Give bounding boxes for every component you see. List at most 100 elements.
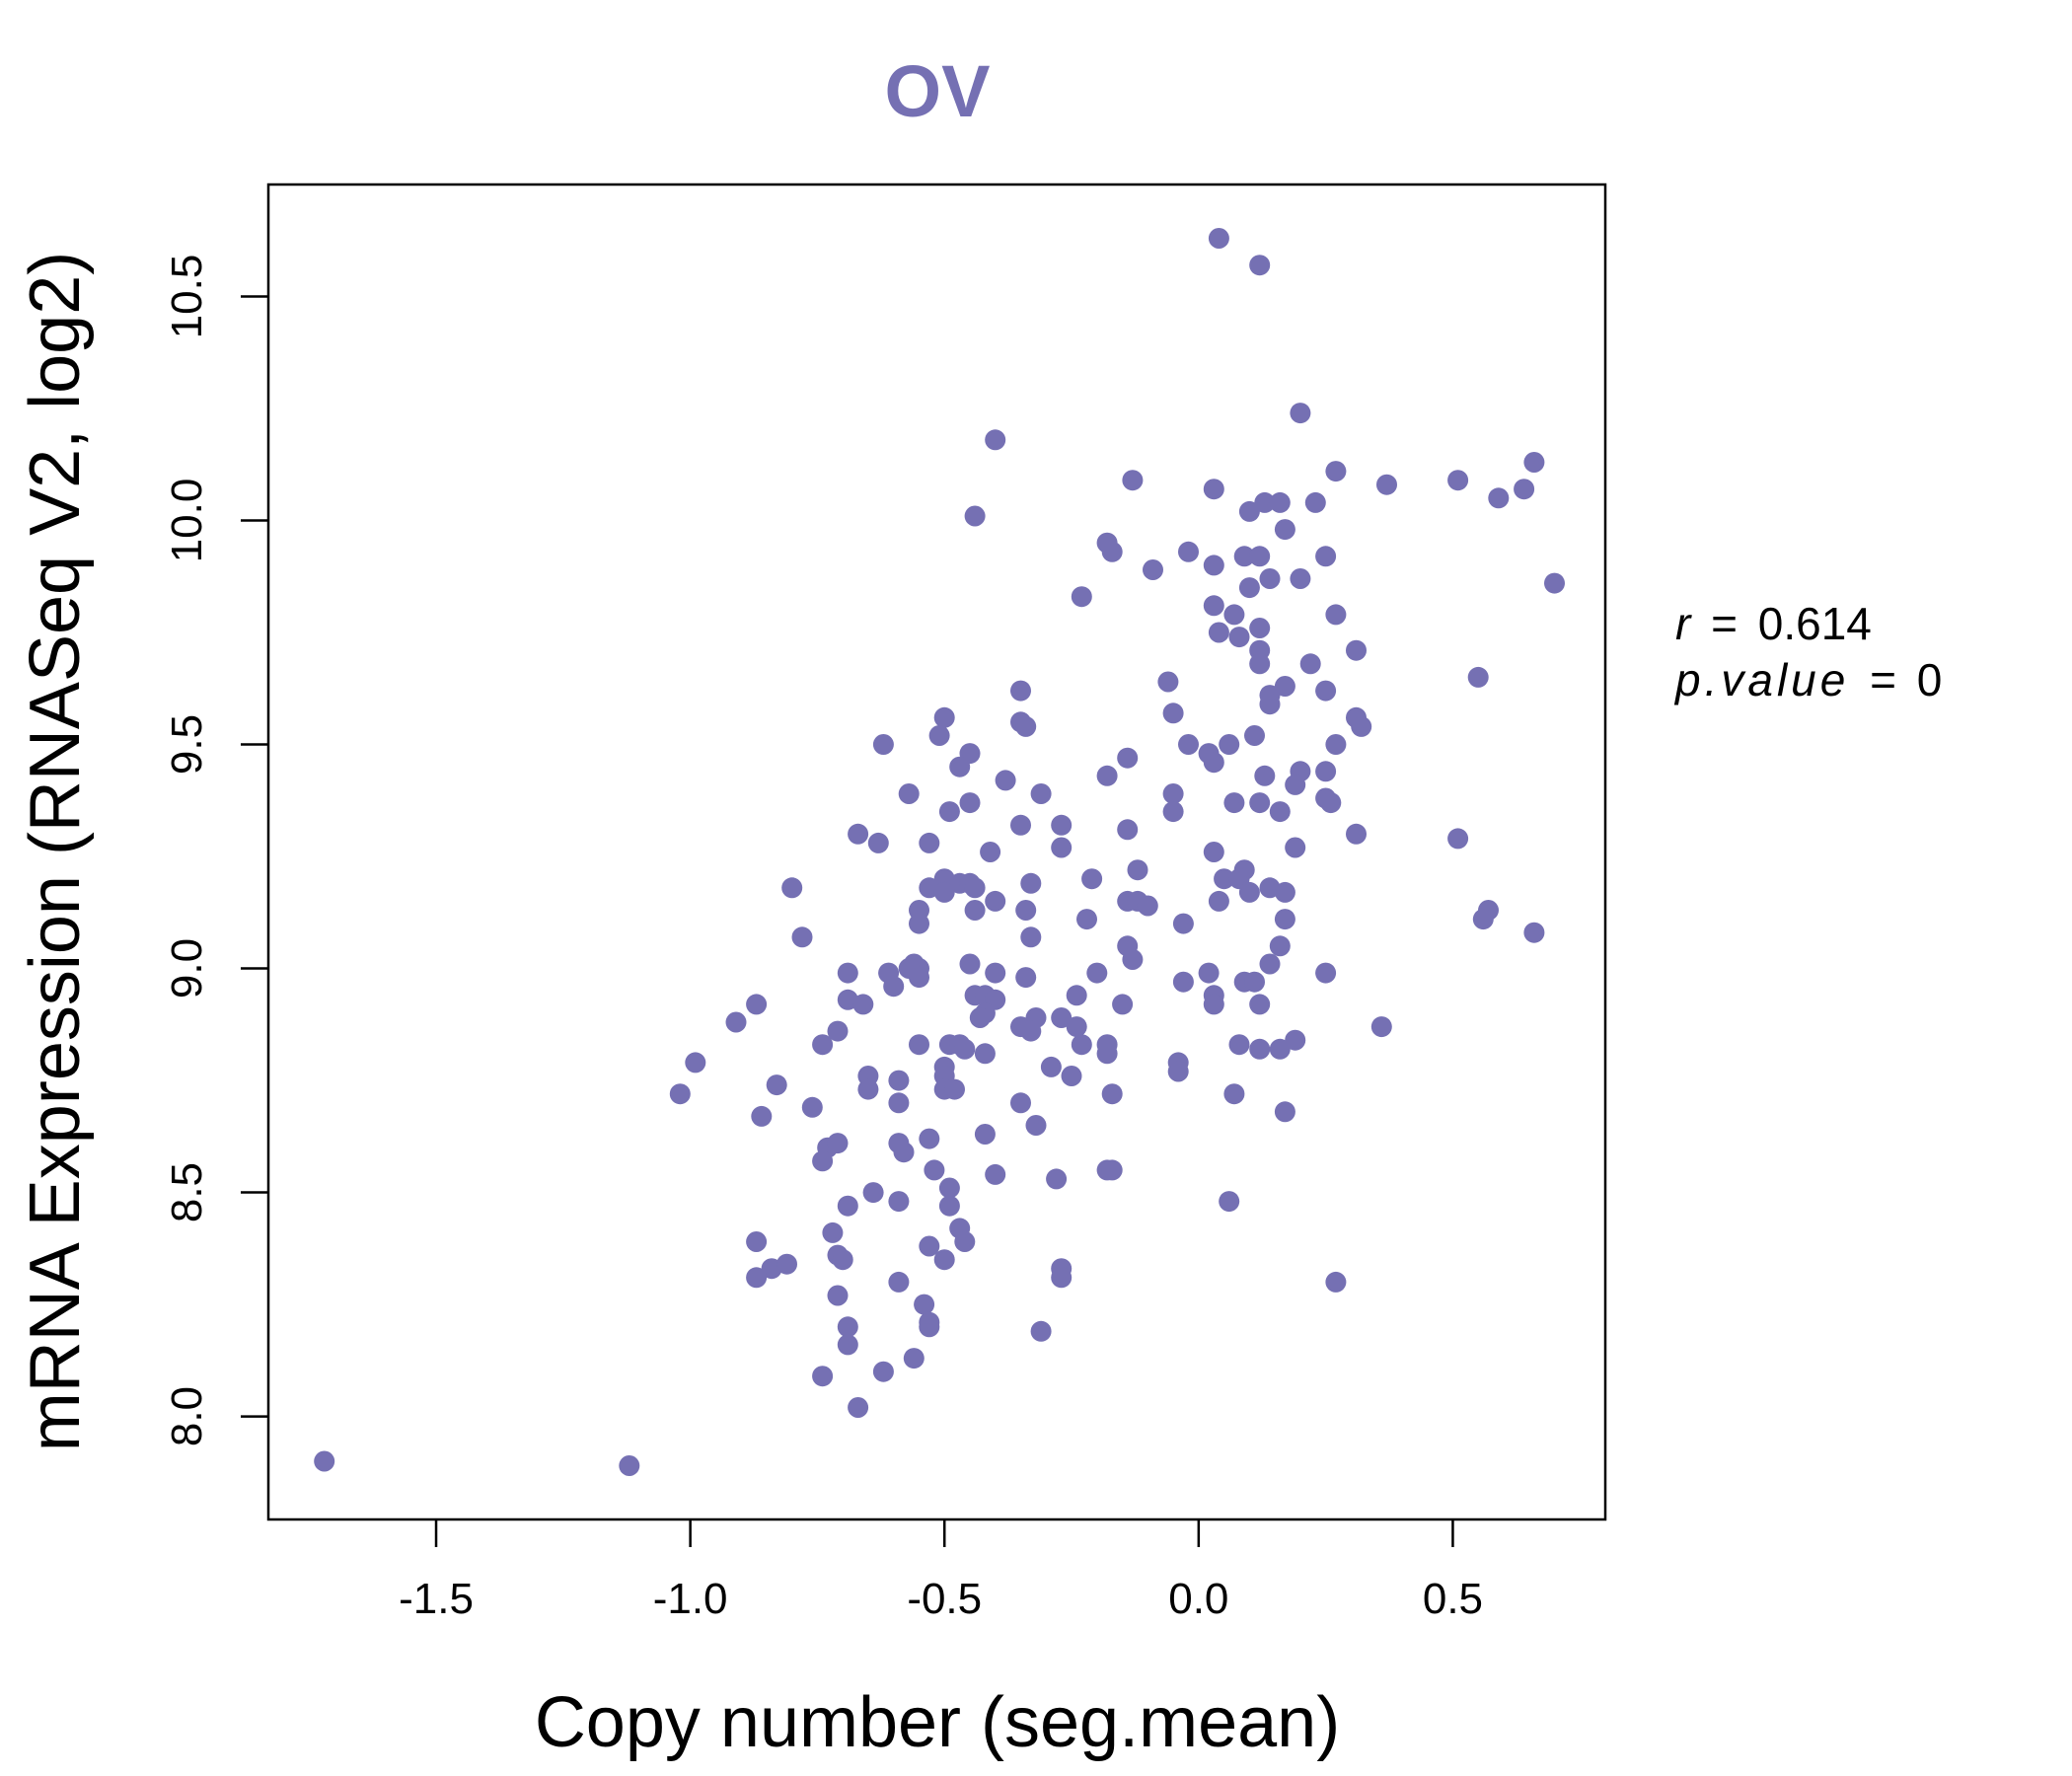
data-point bbox=[1249, 618, 1271, 638]
data-point bbox=[1274, 881, 1295, 903]
data-point bbox=[1040, 1056, 1062, 1077]
y-tick-label: 8.0 bbox=[163, 1386, 211, 1446]
data-point bbox=[1249, 653, 1271, 675]
data-point bbox=[1066, 1016, 1087, 1038]
data-point bbox=[1315, 680, 1337, 702]
x-axis-label: Copy number (seg.mean) bbox=[535, 1683, 1340, 1762]
data-point bbox=[1051, 1267, 1073, 1289]
data-point bbox=[1472, 909, 1494, 930]
data-point bbox=[1010, 1092, 1031, 1114]
data-point bbox=[1447, 470, 1469, 491]
data-point bbox=[1488, 487, 1510, 509]
data-point bbox=[1351, 715, 1372, 737]
data-point bbox=[919, 1316, 940, 1338]
data-point bbox=[1223, 604, 1245, 626]
data-point bbox=[746, 1231, 768, 1252]
data-point bbox=[1514, 479, 1535, 500]
x-tick-label: 0.5 bbox=[1423, 1575, 1483, 1623]
data-point bbox=[862, 1182, 884, 1204]
r-value: 0.614 bbox=[1758, 598, 1872, 649]
x-tick-label: -0.5 bbox=[907, 1575, 982, 1623]
p-equals: = bbox=[1870, 654, 1896, 705]
data-point bbox=[1320, 792, 1342, 814]
data-point bbox=[1219, 734, 1240, 755]
data-point bbox=[909, 967, 929, 989]
data-point bbox=[954, 1231, 976, 1252]
data-point bbox=[893, 1142, 915, 1163]
data-point bbox=[1127, 859, 1148, 881]
data-point bbox=[685, 1052, 706, 1073]
x-tick-label: -1.0 bbox=[653, 1575, 728, 1623]
data-point bbox=[949, 756, 971, 777]
data-point bbox=[746, 1267, 768, 1289]
data-point bbox=[1178, 734, 1199, 755]
data-point bbox=[1346, 639, 1367, 661]
data-point bbox=[974, 1043, 996, 1065]
data-point bbox=[1228, 1034, 1250, 1056]
data-point bbox=[1325, 461, 1347, 482]
data-point bbox=[1137, 895, 1158, 917]
data-point bbox=[837, 962, 858, 984]
data-point bbox=[959, 792, 981, 814]
data-point bbox=[909, 913, 929, 934]
data-point bbox=[1376, 474, 1397, 495]
data-point bbox=[827, 1133, 849, 1154]
data-point bbox=[1117, 819, 1139, 841]
data-point bbox=[888, 1271, 910, 1293]
data-point bbox=[1167, 1061, 1189, 1082]
data-point bbox=[1259, 953, 1281, 975]
data-points bbox=[314, 228, 1565, 1476]
data-point bbox=[1249, 546, 1271, 567]
data-point bbox=[1203, 595, 1224, 617]
data-point bbox=[1015, 967, 1037, 989]
data-point bbox=[1208, 228, 1229, 249]
data-point bbox=[964, 900, 986, 921]
p-value: 0 bbox=[1917, 654, 1943, 705]
data-point bbox=[985, 429, 1006, 451]
data-point bbox=[751, 1105, 773, 1127]
data-point bbox=[1285, 774, 1306, 795]
data-point bbox=[822, 1221, 844, 1243]
data-point bbox=[1346, 823, 1367, 845]
data-point bbox=[1157, 671, 1179, 693]
data-point bbox=[872, 734, 894, 755]
data-point bbox=[924, 1159, 945, 1181]
data-point bbox=[1203, 479, 1224, 500]
data-point bbox=[837, 1316, 858, 1338]
data-point bbox=[1315, 546, 1337, 567]
data-point bbox=[1030, 783, 1052, 804]
data-point bbox=[1269, 491, 1291, 513]
data-point bbox=[1228, 627, 1250, 648]
data-point bbox=[1051, 1007, 1073, 1028]
data-point bbox=[1122, 470, 1144, 491]
data-point bbox=[919, 1235, 940, 1257]
data-point bbox=[1269, 935, 1291, 957]
svg-text:r = 0.614: r = 0.614 bbox=[1675, 598, 1872, 649]
data-point bbox=[669, 1083, 691, 1105]
data-point bbox=[933, 881, 955, 903]
data-point bbox=[1051, 814, 1073, 836]
data-point bbox=[1290, 568, 1311, 589]
data-point bbox=[1172, 971, 1194, 993]
data-point bbox=[1274, 519, 1295, 541]
data-point bbox=[1254, 765, 1276, 786]
data-point bbox=[1523, 452, 1545, 473]
data-point bbox=[1219, 1191, 1240, 1213]
y-axis-label: mRNA Expression (RNASeq V2, log2) bbox=[16, 252, 95, 1451]
x-tick-label: 0.0 bbox=[1168, 1575, 1228, 1623]
data-point bbox=[1086, 962, 1108, 984]
data-point bbox=[959, 953, 981, 975]
data-point bbox=[928, 725, 950, 746]
data-point bbox=[1178, 541, 1199, 562]
data-point bbox=[837, 1195, 858, 1217]
data-point bbox=[1015, 900, 1037, 921]
data-point bbox=[832, 1249, 853, 1271]
data-point bbox=[1162, 703, 1184, 724]
correlation-stats: r = 0.614 p.value = 0 bbox=[1673, 598, 1942, 705]
data-point bbox=[1015, 715, 1037, 737]
data-point bbox=[1214, 868, 1235, 890]
data-point bbox=[1299, 653, 1321, 675]
data-point bbox=[1112, 994, 1134, 1015]
data-point bbox=[872, 1361, 894, 1382]
